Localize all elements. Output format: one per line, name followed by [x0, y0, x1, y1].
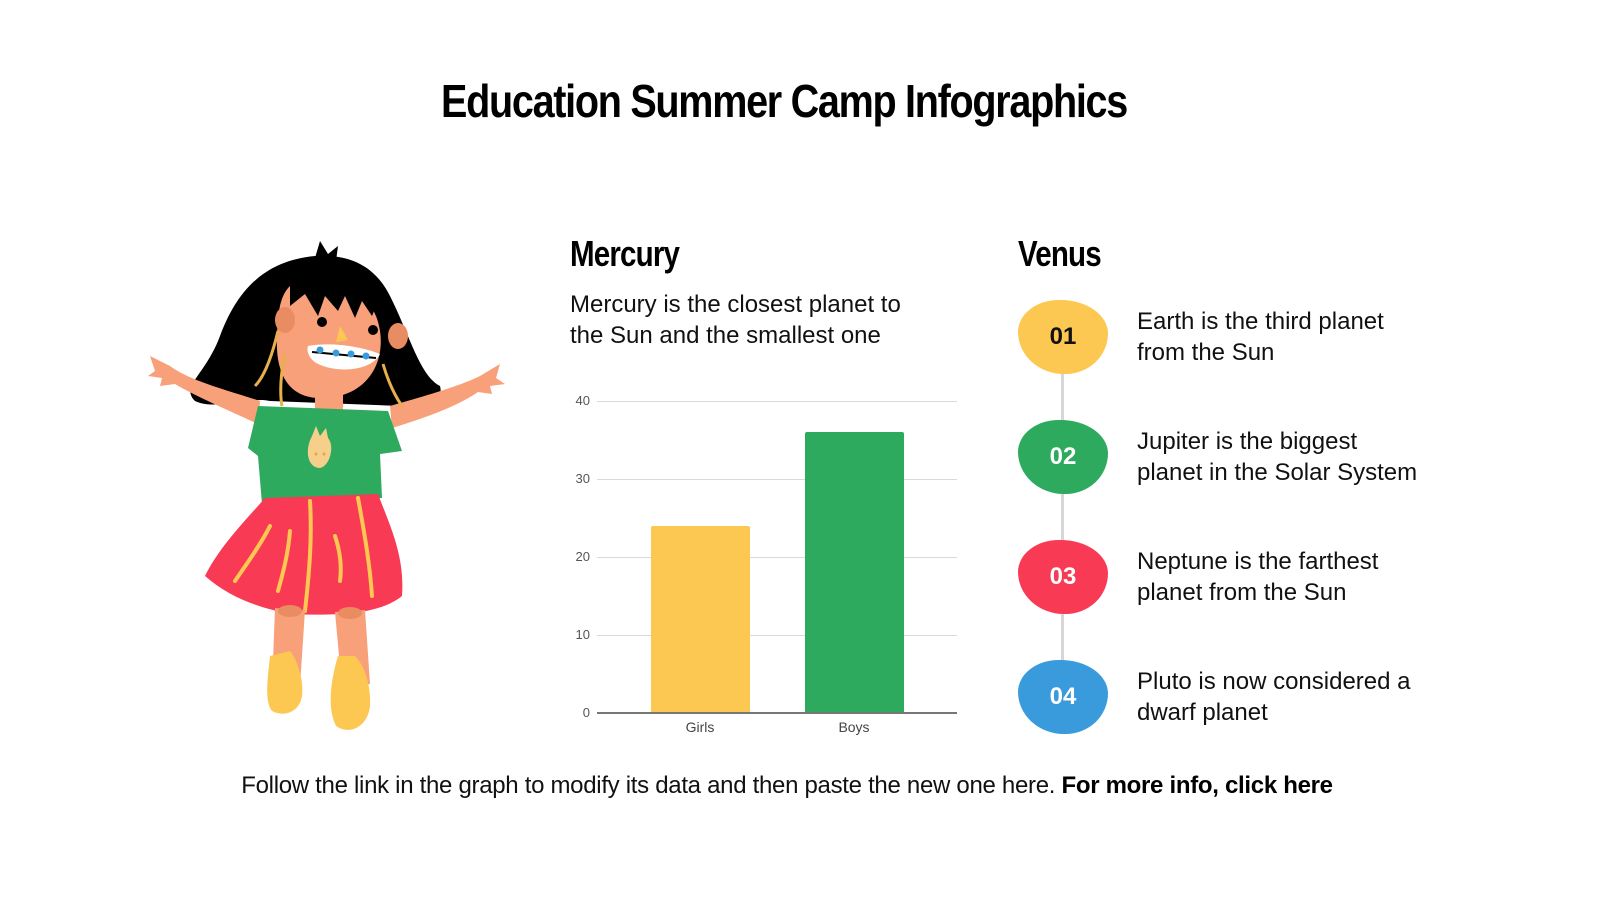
x-label-girls: Girls [685, 719, 715, 735]
step-badge-04: 04 [1018, 660, 1108, 734]
girl-illustration [148, 241, 505, 730]
bar-girls[interactable] [651, 525, 750, 713]
step-text-01-line2: from the Sun [1137, 339, 1275, 366]
bar-chart[interactable]: 40 30 20 10 0 Girls Boys [560, 385, 970, 755]
step-text-02: Jupiter is the biggest planet in the Sol… [1137, 426, 1467, 488]
gridline-10 [597, 635, 957, 636]
step-text-02-line2: planet in the Solar System [1137, 459, 1418, 486]
mercury-description: Mercury is the closest planet to the Sun… [570, 289, 970, 351]
mercury-description-line2: the Sun and the smallest one [570, 322, 881, 349]
y-tick-0: 0 [582, 705, 590, 720]
mercury-description-line1: Mercury is the closest planet to [570, 291, 901, 318]
step-badge-02: 02 [1018, 420, 1108, 494]
x-axis-line [597, 712, 957, 714]
step-text-01: Earth is the third planet from the Sun [1137, 306, 1467, 368]
step-badge-03: 03 [1018, 540, 1108, 614]
step-text-01-line1: Earth is the third planet [1137, 308, 1384, 335]
timeline-connector [1061, 340, 1064, 700]
step-text-03: Neptune is the farthest planet from the … [1137, 546, 1467, 608]
more-info-link[interactable]: For more info, click here [1061, 772, 1333, 799]
step-text-04-line1: Pluto is now considered a [1137, 668, 1411, 695]
bar-boys[interactable] [805, 432, 904, 713]
gridline-30 [597, 479, 957, 480]
footer-text: Follow the link in the graph to modify i… [241, 772, 1062, 799]
y-tick-20: 20 [575, 549, 590, 564]
page-title: Education Summer Camp Infographics [441, 75, 1128, 127]
footer-note: Follow the link in the graph to modify i… [0, 772, 1574, 800]
venus-heading: Venus [1018, 233, 1102, 274]
mercury-heading: Mercury [570, 233, 680, 274]
gridline-20 [597, 557, 957, 558]
step-text-04: Pluto is now considered a dwarf planet [1137, 666, 1467, 728]
y-tick-30: 30 [575, 471, 590, 486]
step-text-02-line1: Jupiter is the biggest [1137, 428, 1358, 455]
gridline-40 [597, 401, 957, 402]
step-badge-01: 01 [1018, 300, 1108, 374]
step-text-03-line2: planet from the Sun [1137, 579, 1347, 606]
y-tick-40: 40 [575, 393, 590, 408]
step-text-04-line2: dwarf planet [1137, 699, 1268, 726]
step-text-03-line1: Neptune is the farthest [1137, 548, 1379, 575]
y-tick-10: 10 [575, 627, 590, 642]
x-label-boys: Boys [838, 719, 870, 735]
